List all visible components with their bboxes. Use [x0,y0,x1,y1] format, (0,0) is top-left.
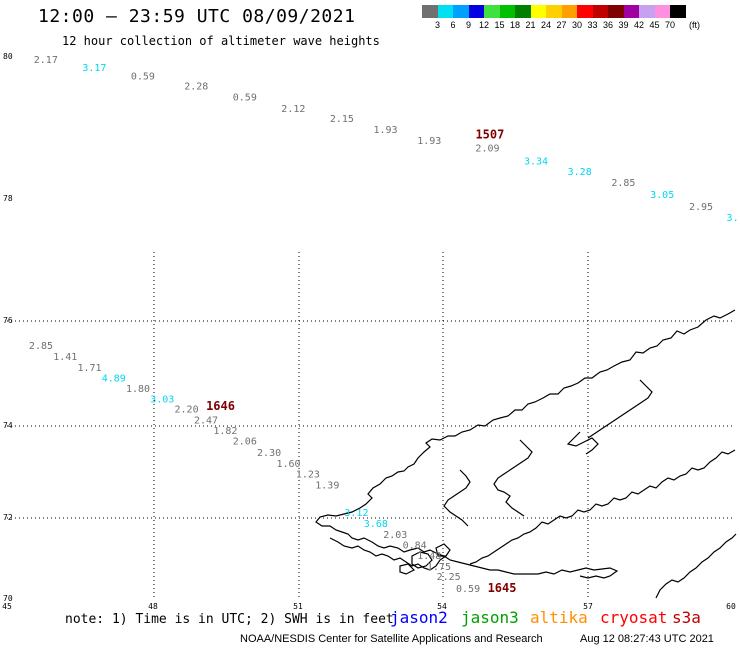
longitude-label: 45 [2,602,12,611]
coastline-north-island [316,310,735,578]
longitude-label: 48 [148,602,158,611]
wave-height-label: 3.17 [82,63,106,74]
satellite-jason2-label: jason2 [390,608,448,627]
wave-height-label: 1.93 [374,125,398,136]
footer-note: note: 1) Time is in UTC; 2) SWH is in fe… [65,612,394,627]
wave-height-label: 2.15 [330,114,354,125]
coastline-inlet-3 [588,380,652,438]
wave-height-label: 0.59 [456,584,480,595]
pass-time-label: 1646 [206,399,235,413]
coastline-inlet-1 [494,440,532,516]
wave-height-label: 1.39 [315,481,339,492]
wave-height-label: 1.23 [296,470,320,481]
wave-height-label: 4.89 [102,374,126,385]
wave-height-label: 2.17 [34,55,58,66]
coastline-inlet-4 [568,432,598,454]
wave-height-label: 3.12 [344,508,368,519]
wave-height-label: 1.60 [276,459,300,470]
wave-height-label: 2.30 [257,448,281,459]
satellite-altika-label: altika [530,608,588,627]
wave-height-label: 1.82 [213,426,237,437]
wave-height-label: 1.71 [77,363,101,374]
latitude-label: 78 [3,194,13,203]
wave-height-label: 1.80 [126,384,150,395]
wave-height-label: 3.03 [150,394,174,405]
satellite-jason3-label: jason3 [461,608,519,627]
longitude-label: 51 [293,602,303,611]
satellite-cryosat-label: cryosat [600,608,667,627]
latitude-label: 76 [3,316,13,325]
coastline [316,310,736,598]
longitude-label: 60 [726,602,736,611]
latitude-label: 72 [3,513,13,522]
wave-height-label: 2.25 [437,572,461,583]
wave-height-label: 1.41 [53,352,77,363]
pass-time-labels: 1507 1646 1645 [206,127,516,595]
wave-height-label: 2.03 [383,530,407,541]
wave-height-label: 0.59 [233,92,257,103]
wave-height-label: 2.06 [233,437,257,448]
pass-time-label: 1507 [475,127,504,141]
latitude-label: 74 [3,421,13,430]
wave-height-label: 1.93 [417,136,441,147]
wave-height-label: 3.05 [650,190,674,201]
generated-timestamp: Aug 12 08:27:43 UTC 2021 [580,633,714,645]
wave-height-labels: 2.17 3.17 0.59 2.28 0.59 2.12 2.15 1.93 1.93 2.09… [29,55,739,595]
coastline-mainland-southeast [656,534,736,598]
credit-text: NOAA/NESDIS Center for Satellite Applica… [240,633,543,645]
pass-time-label: 1645 [488,581,517,595]
wave-height-label: 2.85 [611,178,635,189]
wave-height-label: 2.12 [281,104,305,115]
wave-height-label: 2.95 [689,202,713,213]
wave-height-label: 2.85 [29,341,53,352]
graticule [7,252,735,598]
wave-height-label: 2.09 [475,143,499,154]
wave-height-label: 3.68 [364,519,388,530]
satellite-s3a-label: s3a [672,608,701,627]
wave-height-label: 2.28 [184,82,208,93]
coastline-east-shore [470,450,735,564]
wave-height-label: 0.59 [131,71,155,82]
wave-height-label: 3.34 [524,156,548,167]
wave-height-label: 2.20 [175,405,199,416]
latitude-label: 80 [3,52,13,61]
wave-height-label: 3.28 [568,167,592,178]
wave-height-label: 1.48 [417,551,441,562]
wave-height-label: 3. [727,213,739,224]
